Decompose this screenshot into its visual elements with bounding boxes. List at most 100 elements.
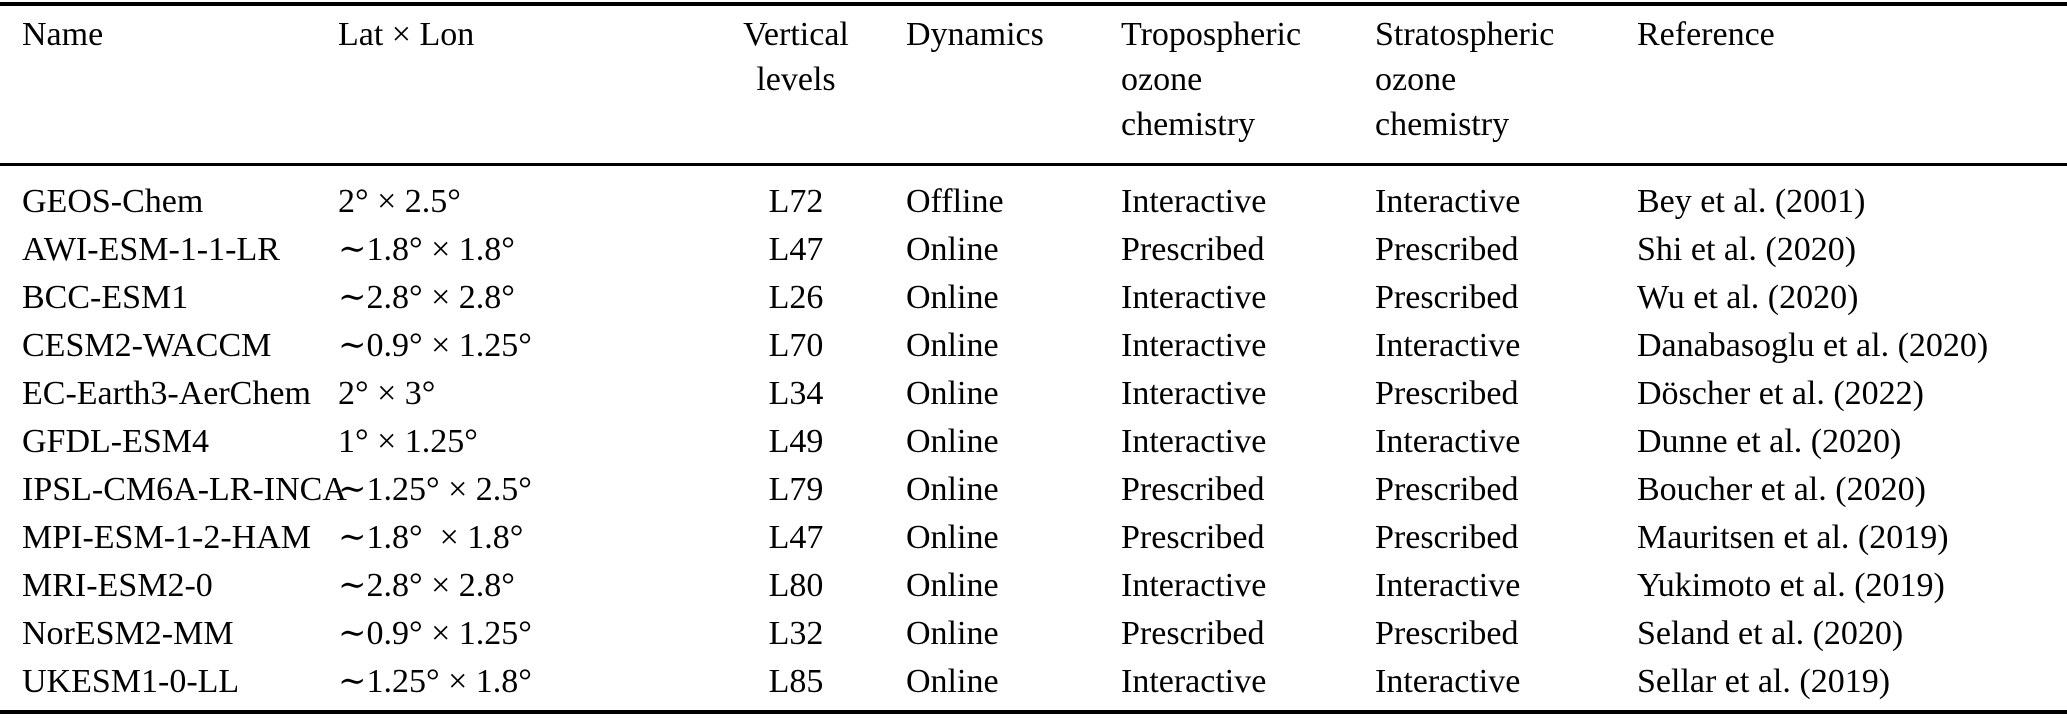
cell-lat-lon: ∼1.25° × 1.8° [338, 663, 532, 700]
header-line: levels [756, 61, 836, 98]
cell-reference: Mauritsen et al. (2019) [1637, 519, 1949, 556]
cell-stratospheric-ozone: Interactive [1375, 567, 1521, 604]
cell-tropospheric-ozone: Prescribed [1121, 519, 1265, 556]
cell-tropospheric-ozone: Prescribed [1121, 615, 1265, 652]
header-line: chemistry [1375, 106, 1510, 143]
cell-lat-lon: ∼1.8° × 1.8° [338, 519, 524, 556]
cell-tropospheric-ozone: Interactive [1121, 423, 1267, 460]
cell-name: AWI-ESM-1-1-LR [22, 231, 280, 268]
cell-name: GEOS-Chem [22, 183, 204, 220]
table-top-rule [0, 2, 2067, 6]
column-header-stratospheric-ozone-chemistry: Stratospheric ozone chemistry [1375, 12, 1637, 163]
cell-vertical-levels: L80 [768, 567, 824, 604]
cell-stratospheric-ozone: Prescribed [1375, 375, 1519, 412]
column-header-tropospheric-ozone-chemistry: Tropospheric ozone chemistry [1121, 12, 1375, 163]
cell-name: IPSL-CM6A-LR-INCA [22, 471, 347, 508]
cell-lat-lon: ∼1.25° × 2.5° [338, 471, 532, 508]
cell-lat-lon: ∼0.9° × 1.25° [338, 615, 532, 652]
cell-dynamics: Online [906, 279, 999, 316]
cell-lat-lon: 1° × 1.25° [338, 423, 478, 460]
cell-reference: Boucher et al. (2020) [1637, 471, 1926, 508]
cell-name: GFDL-ESM4 [22, 423, 210, 460]
header-line: chemistry [1121, 106, 1256, 143]
cell-vertical-levels: L49 [768, 423, 824, 460]
column-header-vertical-levels: Vertical levels [737, 12, 855, 163]
cell-reference: Wu et al. (2020) [1637, 279, 1859, 316]
cell-name: BCC-ESM1 [22, 279, 189, 316]
cell-dynamics: Online [906, 471, 999, 508]
header-line: Dynamics [906, 16, 1044, 53]
cell-vertical-levels: L47 [768, 519, 824, 556]
header-line: Reference [1637, 16, 1775, 53]
cell-stratospheric-ozone: Prescribed [1375, 519, 1519, 556]
cell-reference: Döscher et al. (2022) [1637, 375, 1925, 412]
cell-dynamics: Online [906, 423, 999, 460]
cell-stratospheric-ozone: Prescribed [1375, 615, 1519, 652]
cell-lat-lon: ∼0.9° × 1.25° [338, 327, 532, 364]
cell-dynamics: Online [906, 663, 999, 700]
cell-reference: Seland et al. (2020) [1637, 615, 1904, 652]
cell-dynamics: Online [906, 567, 999, 604]
bottom-margin [0, 714, 2067, 725]
cell-reference: Danabasoglu et al. (2020) [1637, 327, 1989, 364]
cell-stratospheric-ozone: Interactive [1375, 327, 1521, 364]
header-line: Stratospheric [1375, 16, 1555, 53]
column-header-name: Name [0, 12, 338, 163]
cell-reference: Yukimoto et al. (2019) [1637, 567, 1945, 604]
cell-vertical-levels: L79 [768, 471, 824, 508]
cell-tropospheric-ozone: Interactive [1121, 663, 1267, 700]
cell-lat-lon: 2° × 2.5° [338, 183, 461, 220]
header-line: Tropospheric [1121, 16, 1302, 53]
table-bottom-rule [0, 710, 2067, 714]
cell-reference: Bey et al. (2001) [1637, 183, 1866, 220]
cell-vertical-levels: L70 [768, 327, 824, 364]
cell-dynamics: Online [906, 375, 999, 412]
header-line: Lat × Lon [338, 16, 475, 53]
cell-reference: Dunne et al. (2020) [1637, 423, 1902, 460]
cell-vertical-levels: L85 [768, 663, 824, 700]
cell-tropospheric-ozone: Prescribed [1121, 231, 1265, 268]
cell-stratospheric-ozone: Interactive [1375, 183, 1521, 220]
cell-vertical-levels: L72 [768, 183, 824, 220]
header-line: ozone [1375, 61, 1457, 98]
cell-stratospheric-ozone: Prescribed [1375, 471, 1519, 508]
cell-name: CESM2-WACCM [22, 327, 272, 364]
header-line: Vertical [743, 16, 849, 53]
cell-stratospheric-ozone: Prescribed [1375, 231, 1519, 268]
cell-lat-lon: 2° × 3° [338, 375, 436, 412]
cell-dynamics: Online [906, 615, 999, 652]
cell-vertical-levels: L26 [768, 279, 824, 316]
cell-tropospheric-ozone: Prescribed [1121, 471, 1265, 508]
cell-tropospheric-ozone: Interactive [1121, 327, 1267, 364]
cell-name: EC-Earth3-AerChem [22, 375, 311, 412]
table-body-grid: GEOS-Chem 2° × 2.5° L72 Offline Interact… [0, 178, 2067, 706]
cell-stratospheric-ozone: Interactive [1375, 663, 1521, 700]
cell-vertical-levels: L32 [768, 615, 824, 652]
cell-lat-lon: ∼1.8° × 1.8° [338, 231, 515, 268]
cell-tropospheric-ozone: Interactive [1121, 279, 1267, 316]
cell-reference: Sellar et al. (2019) [1637, 663, 1891, 700]
cell-name: UKESM1-0-LL [22, 663, 240, 700]
table-body: GEOS-Chem 2° × 2.5° L72 Offline Interact… [0, 166, 2067, 710]
cell-dynamics: Online [906, 519, 999, 556]
cell-lat-lon: ∼2.8° × 2.8° [338, 279, 515, 316]
cell-tropospheric-ozone: Interactive [1121, 567, 1267, 604]
cell-reference: Shi et al. (2020) [1637, 231, 1857, 268]
cell-tropospheric-ozone: Interactive [1121, 375, 1267, 412]
cell-stratospheric-ozone: Prescribed [1375, 279, 1519, 316]
cell-dynamics: Online [906, 231, 999, 268]
column-header-lat-lon: Lat × Lon [338, 12, 737, 163]
table-header-row: Name Lat × Lon Vertical levels Dynamics … [0, 6, 2067, 166]
header-line: ozone [1121, 61, 1203, 98]
cell-name: MPI-ESM-1-2-HAM [22, 519, 311, 556]
cell-dynamics: Offline [906, 183, 1004, 220]
column-header-reference: Reference [1637, 12, 2067, 163]
cell-stratospheric-ozone: Interactive [1375, 423, 1521, 460]
header-line: Name [22, 16, 104, 53]
cell-vertical-levels: L34 [768, 375, 824, 412]
cell-vertical-levels: L47 [768, 231, 824, 268]
column-header-dynamics: Dynamics [855, 12, 1121, 163]
cell-tropospheric-ozone: Interactive [1121, 183, 1267, 220]
cell-name: MRI-ESM2-0 [22, 567, 213, 604]
